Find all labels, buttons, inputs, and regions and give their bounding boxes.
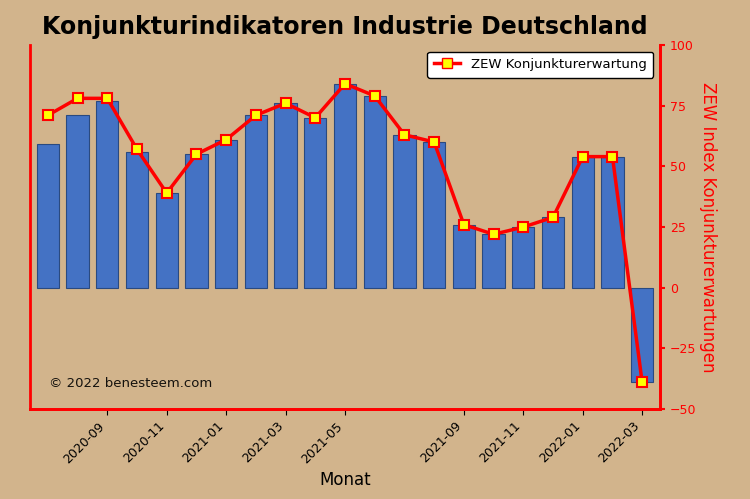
Bar: [304, 118, 326, 288]
Bar: [453, 225, 475, 288]
Bar: [542, 218, 564, 288]
Y-axis label: ZEW Index Konjunkturerwartungen: ZEW Index Konjunkturerwartungen: [699, 82, 717, 372]
Bar: [215, 140, 237, 288]
Legend: ZEW Konjunkturerwartung: ZEW Konjunkturerwartung: [427, 51, 653, 78]
Bar: [512, 227, 535, 288]
Bar: [334, 84, 356, 288]
Bar: [274, 103, 297, 288]
Bar: [37, 145, 59, 288]
Bar: [602, 157, 623, 288]
Bar: [423, 142, 445, 288]
Bar: [244, 115, 267, 288]
Bar: [393, 135, 416, 288]
Bar: [155, 193, 178, 288]
Bar: [126, 152, 148, 288]
Bar: [364, 96, 386, 288]
Title: Konjunkturindikatoren Industrie Deutschland: Konjunkturindikatoren Industrie Deutschl…: [42, 15, 648, 39]
Bar: [631, 288, 653, 382]
Bar: [67, 115, 88, 288]
Bar: [572, 157, 594, 288]
Bar: [482, 235, 505, 288]
X-axis label: Monat: Monat: [320, 471, 370, 489]
Text: © 2022 benesteem.com: © 2022 benesteem.com: [49, 377, 212, 390]
Bar: [96, 101, 118, 288]
Bar: [185, 154, 208, 288]
